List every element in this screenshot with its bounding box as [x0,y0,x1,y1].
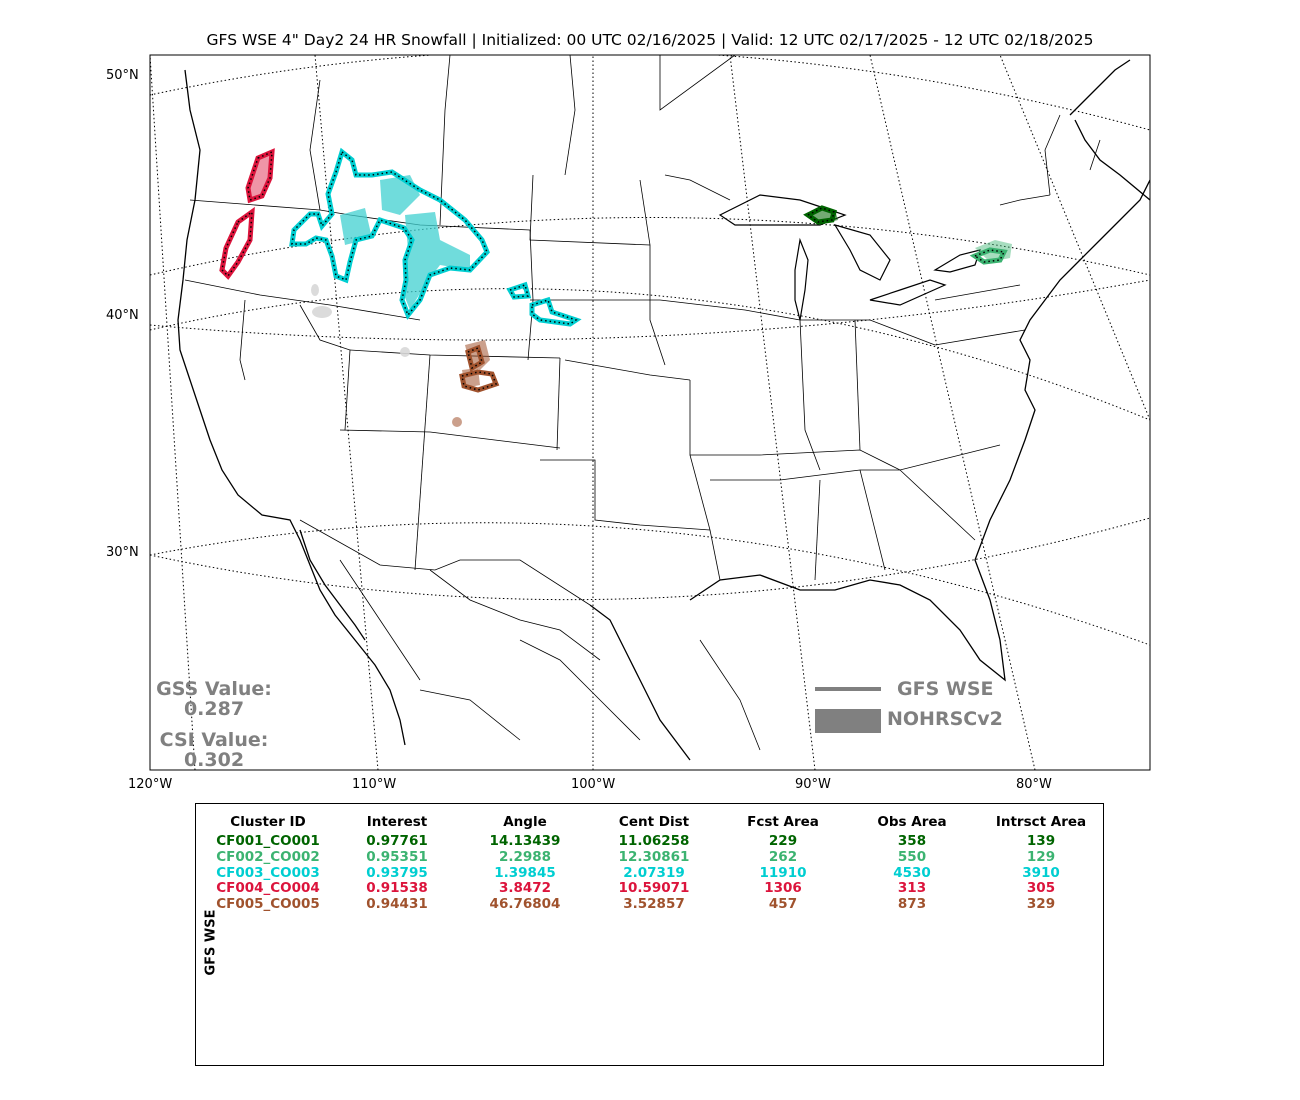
cell-cent-dist: 12.30861 [618,848,690,865]
gss-value: 0.287 [183,698,245,720]
cluster-cf003 [289,147,582,327]
stats-table-box [195,803,1104,1066]
cell-fcst-area: 229 [768,833,798,849]
cell-intrsct-area: 139 [1026,833,1056,849]
header-fcst-area: Fcst Area [747,814,819,830]
cell-angle: 1.39845 [494,864,556,881]
cell-intrsct-area: 129 [1026,848,1056,865]
cluster-cf001 [803,205,838,225]
table-side-label: GFS WSE [203,909,219,976]
cell-angle: 2.2988 [498,848,552,865]
csi-label: CSI Value: [159,729,269,751]
cell-angle: 14.13439 [489,833,561,849]
cf003-fcst-outline [289,147,490,320]
cell-cluster-id: CF002_CO002 [216,848,320,865]
cell-cluster-id: CF001_CO001 [216,833,320,849]
cell-angle: 46.76804 [489,896,561,913]
legend-fill-swatch [815,709,881,733]
cell-fcst-area: 262 [768,848,798,865]
cell-obs-area: 4530 [893,864,931,881]
lon-label-110w: 110°W [352,777,397,792]
state-borders [184,55,1101,751]
legend-line-label: GFS WSE [897,678,994,700]
cell-obs-area: 550 [897,848,927,865]
header-angle: Angle [503,814,547,830]
lat-label-30n: 30°N [106,545,139,560]
header-obs-area: Obs Area [877,814,947,830]
lon-label-100w: 100°W [571,777,616,792]
cell-fcst-area: 1306 [764,880,802,897]
longitude-gridlines [150,55,1150,770]
map-title: GFS WSE 4" Day2 24 HR Snowfall | Initial… [206,31,1094,49]
csi-value: 0.302 [183,749,245,771]
map-frame [149,54,1151,771]
cell-intrsct-area: 329 [1026,896,1056,913]
cf002-fcst-outline [969,247,1008,265]
cluster-cf002 [969,240,1012,265]
cell-interest: 0.91538 [366,880,428,897]
lon-label-90w: 90°W [795,777,831,792]
cell-obs-area: 313 [897,880,927,897]
coastline [177,59,1150,761]
cell-cent-dist: 2.07319 [623,864,685,881]
header-interest: Interest [366,814,428,830]
light-gray-features [311,284,410,357]
cell-interest: 0.94431 [366,896,428,913]
legend-fill-label: NOHRSCv2 [887,708,1003,730]
latitude-gridlines [150,55,1150,646]
cell-intrsct-area: 305 [1026,880,1056,897]
gss-label: GSS Value: [156,678,272,700]
cluster-cf005 [452,340,500,427]
cluster-cf004 [219,148,275,280]
lat-label-40n: 40°N [106,308,139,323]
cell-interest: 0.95351 [366,848,428,865]
lon-label-80w: 80°W [1016,777,1052,792]
cell-cent-dist: 3.52857 [623,896,685,913]
cell-cent-dist: 10.59071 [618,880,690,897]
cell-fcst-area: 11910 [759,864,807,881]
header-intrsct-area: Intrsct Area [995,814,1087,830]
cell-interest: 0.97761 [366,833,428,849]
cell-intrsct-area: 3910 [1022,864,1060,881]
cell-obs-area: 358 [897,833,927,849]
header-cent-dist: Cent Dist [618,814,690,830]
cell-cent-dist: 11.06258 [618,833,690,849]
cell-interest: 0.93795 [366,864,428,881]
cell-cluster-id: CF005_CO005 [216,896,320,913]
cell-cluster-id: CF004_CO004 [216,880,320,897]
cell-obs-area: 873 [897,896,927,913]
header-cluster-id: Cluster ID [230,814,306,830]
lon-label-120w: 120°W [128,777,173,792]
cell-angle: 3.8472 [498,880,552,897]
cell-cluster-id: CF003_CO003 [216,864,320,881]
cell-fcst-area: 457 [768,896,798,913]
lat-label-50n: 50°N [106,68,139,83]
